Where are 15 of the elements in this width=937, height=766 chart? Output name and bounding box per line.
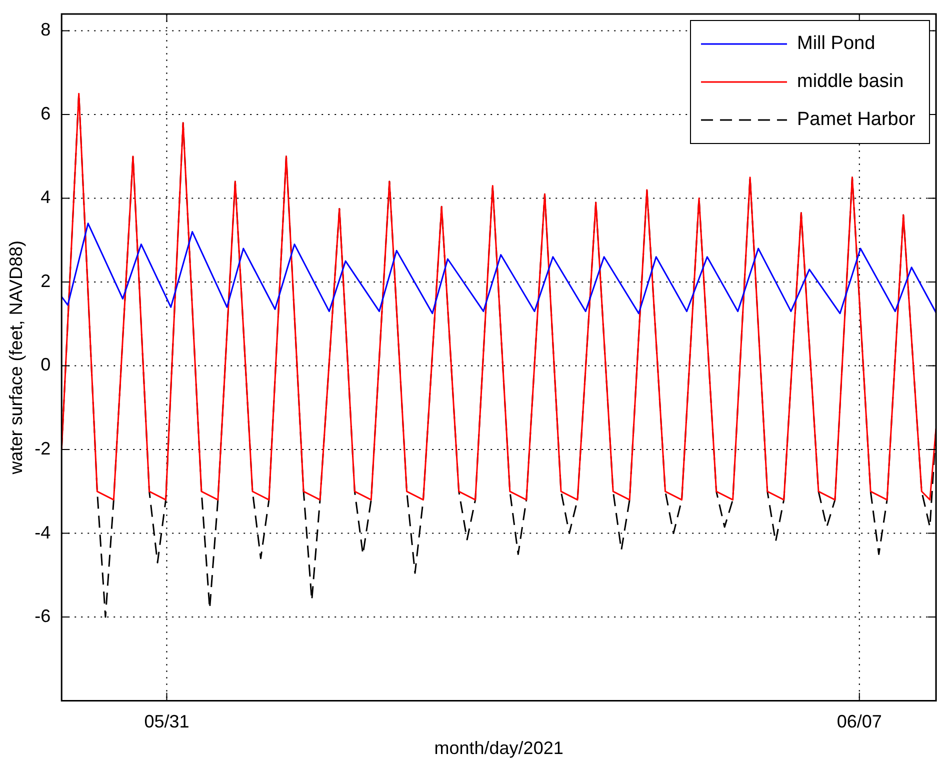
x-axis-title: month/day/2021: [434, 738, 564, 758]
y-axis-title: water surface (feet, NAVD88): [6, 240, 26, 476]
y-tick-label: 8: [40, 20, 51, 40]
y-tick-label: -2: [34, 438, 51, 458]
legend-label: Mill Pond: [797, 33, 876, 55]
y-tick-label: 2: [40, 270, 51, 291]
y-tick-label: 0: [40, 354, 51, 375]
x-tick-label: 05/31: [144, 712, 190, 732]
y-tick-label: 6: [40, 103, 51, 124]
y-tick-label: 4: [40, 187, 51, 208]
legend-label: Pamet Harbor: [797, 109, 916, 131]
y-tick-label: -4: [34, 522, 51, 542]
legend-label: middle basin: [797, 71, 904, 93]
x-tick-label: 06/07: [836, 712, 882, 732]
y-tick-label: -6: [34, 606, 51, 626]
